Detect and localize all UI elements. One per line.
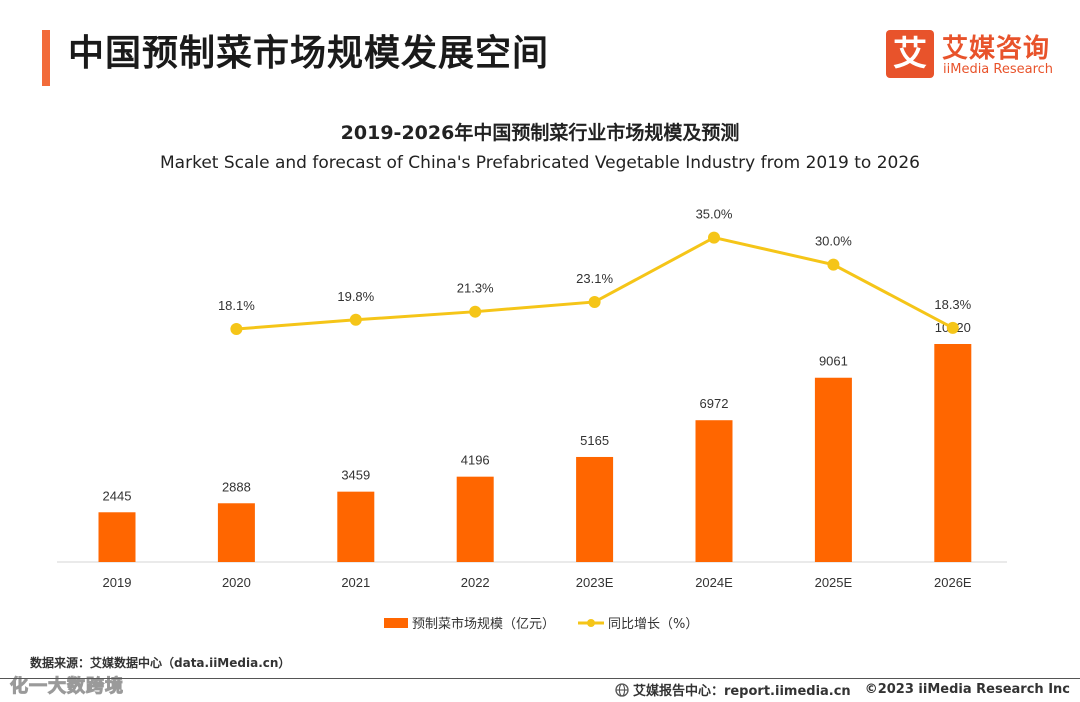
bar-label: 5165	[580, 433, 609, 448]
growth-point	[349, 313, 362, 326]
iimedia-logo: 艾 艾媒咨询 iiMedia Research	[886, 30, 1058, 82]
x-tick-label: 2021	[341, 575, 370, 590]
chart-subtitle: Market Scale and forecast of China's Pre…	[160, 153, 920, 173]
growth-label: 18.3%	[934, 297, 971, 312]
x-tick-label: 2022	[461, 575, 490, 590]
growth-label: 21.3%	[457, 281, 494, 296]
bar-label: 4196	[461, 453, 490, 468]
growth-point	[588, 295, 601, 308]
bar-label: 9061	[819, 354, 848, 369]
page-title: 中国预制菜市场规模发展空间	[68, 33, 550, 74]
growth-label: 23.1%	[576, 271, 613, 286]
x-tick-label: 2026E	[934, 575, 972, 590]
growth-point	[827, 258, 840, 271]
legend-bar-label: 预制菜市场规模（亿元）	[412, 616, 555, 632]
x-tick-label: 2023E	[576, 575, 614, 590]
watermark: 化一大数跨境	[10, 676, 124, 698]
bar	[337, 491, 375, 562]
bar	[934, 344, 972, 562]
bar-label: 6972	[700, 396, 729, 411]
x-tick-label: 2020	[222, 575, 251, 590]
bar	[695, 420, 733, 562]
logo-mark: 艾	[886, 30, 934, 78]
growth-point	[469, 305, 482, 318]
data-source: 数据来源：艾媒数据中心（data.iiMedia.cn）	[30, 656, 291, 670]
footer-divider	[0, 678, 1080, 679]
globe-icon	[615, 682, 629, 697]
bar-label: 2888	[222, 479, 251, 494]
bar	[814, 377, 852, 562]
bar	[456, 476, 494, 562]
x-tick-label: 2025E	[815, 575, 853, 590]
x-tick-label: 2019	[103, 575, 132, 590]
logo-text-cn: 艾媒咨询	[942, 34, 1051, 64]
growth-label: 18.1%	[218, 298, 255, 313]
legend-line-marker	[587, 619, 595, 627]
chart-title: 2019-2026年中国预制菜行业市场规模及预测	[340, 122, 740, 144]
logo-text-en: iiMedia Research	[943, 62, 1054, 77]
bar	[576, 456, 614, 562]
title-accent-bar	[42, 30, 50, 86]
growth-label: 30.0%	[815, 234, 852, 249]
legend-bar-swatch	[384, 618, 408, 628]
copyright: ©2023 iiMedia Research Inc	[864, 682, 1070, 697]
bar-label: 3459	[341, 468, 370, 483]
growth-point	[708, 231, 720, 244]
growth-label: 19.8%	[337, 289, 374, 304]
bar	[217, 503, 255, 562]
bar	[98, 512, 136, 562]
footer: 艾媒报告中心：report.iimedia.cn ©2023 iiMedia R…	[615, 680, 1070, 699]
x-tick-label: 2024E	[695, 575, 733, 590]
growth-label: 35.0%	[696, 207, 733, 222]
legend-line-label: 同比增长（%）	[608, 617, 698, 632]
growth-point	[946, 321, 959, 334]
growth-point	[230, 323, 243, 335]
bar-label: 2445	[103, 488, 132, 503]
report-site: 艾媒报告中心：report.iimedia.cn	[632, 684, 851, 699]
